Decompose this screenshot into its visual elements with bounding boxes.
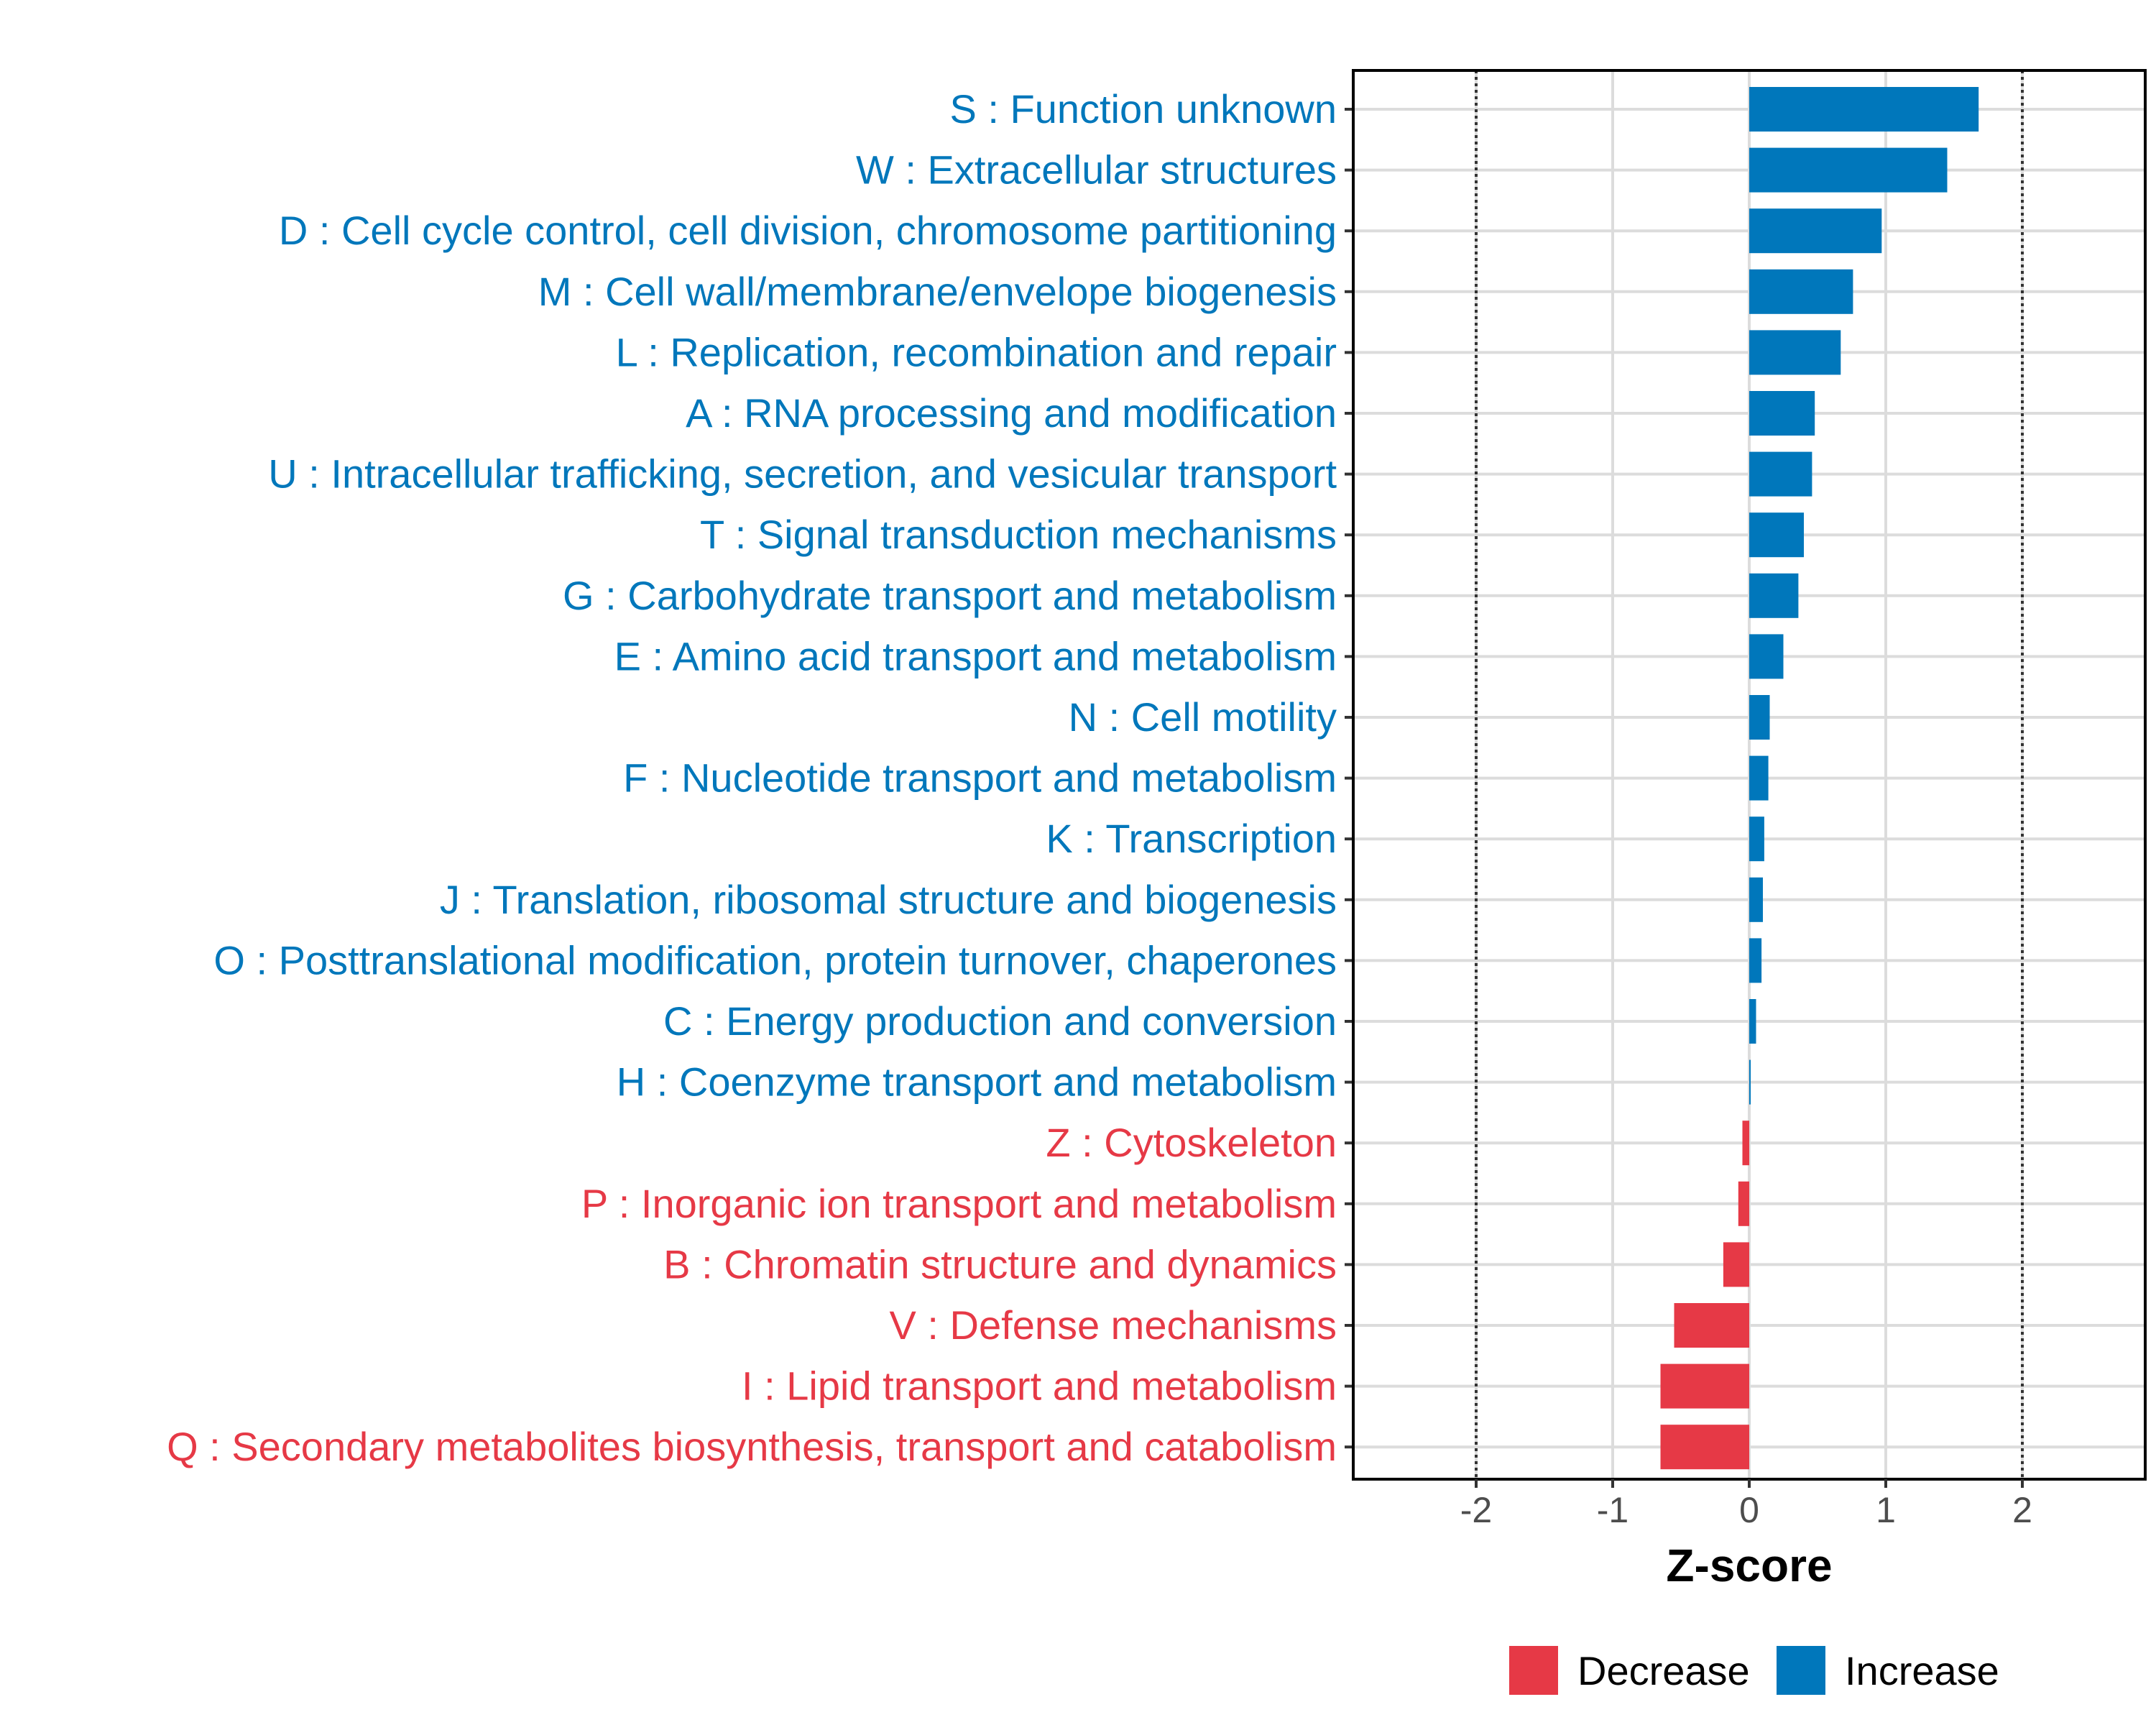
bar: [1749, 755, 1769, 801]
bar: [1738, 1181, 1749, 1226]
bar: [1749, 391, 1815, 436]
x-tick-label: 1: [1876, 1490, 1896, 1530]
bar: [1660, 1425, 1749, 1470]
bar: [1660, 1363, 1749, 1409]
category-label: U : Intracellular trafficking, secretion…: [268, 451, 1337, 497]
legend-label-increase: Increase: [1845, 1648, 1999, 1693]
bar: [1749, 330, 1841, 375]
category-label: J : Translation, ribosomal structure and…: [440, 877, 1337, 922]
category-label: G : Carbohydrate transport and metabolis…: [563, 573, 1337, 618]
bar: [1749, 695, 1770, 740]
bar: [1723, 1242, 1749, 1287]
bar: [1749, 269, 1853, 314]
category-label: O : Posttranslational modification, prot…: [213, 937, 1337, 983]
category-label: W : Extracellular structures: [856, 147, 1337, 193]
category-label: F : Nucleotide transport and metabolism: [623, 755, 1337, 801]
category-label: A : RNA processing and modification: [686, 390, 1337, 436]
bar: [1749, 999, 1756, 1044]
x-tick-label: 2: [2012, 1490, 2032, 1530]
x-tick-label: -1: [1597, 1490, 1628, 1530]
bar: [1742, 1121, 1749, 1166]
category-label: M : Cell wall/membrane/envelope biogenes…: [538, 269, 1337, 314]
bar: [1749, 87, 1979, 132]
category-label: I : Lipid transport and metabolism: [742, 1363, 1337, 1409]
category-label: H : Coenzyme transport and metabolism: [617, 1059, 1337, 1105]
legend: Decrease Increase: [1509, 1646, 1999, 1695]
bar: [1749, 1059, 1751, 1105]
legend-label-decrease: Decrease: [1577, 1648, 1750, 1693]
category-label: D : Cell cycle control, cell division, c…: [279, 208, 1337, 253]
bars-layer: [1660, 87, 1979, 1470]
category-label: S : Function unknown: [949, 86, 1337, 132]
bar: [1749, 573, 1799, 618]
category-label: P : Inorganic ion transport and metaboli…: [581, 1181, 1337, 1226]
bar: [1749, 634, 1784, 679]
x-tick-label: 0: [1739, 1490, 1759, 1530]
x-tick-label: -2: [1460, 1490, 1492, 1530]
category-label: L : Replication, recombination and repai…: [616, 329, 1337, 374]
bar: [1749, 512, 1804, 558]
bar: [1749, 816, 1764, 862]
bar: [1749, 208, 1882, 254]
bar: [1749, 147, 1948, 193]
category-label: K : Transcription: [1046, 816, 1337, 861]
bar: [1749, 877, 1763, 922]
category-label: N : Cell motility: [1069, 694, 1337, 740]
bar: [1674, 1303, 1749, 1348]
category-label: C : Energy production and conversion: [663, 998, 1337, 1044]
category-label: B : Chromatin structure and dynamics: [663, 1241, 1337, 1287]
bar: [1749, 938, 1762, 983]
category-labels: S : Function unknown W : Extracellular st…: [167, 86, 1353, 1469]
category-label: T : Signal transduction mechanisms: [700, 512, 1337, 557]
category-label: V : Defense mechanisms: [890, 1302, 1337, 1348]
category-label: Z : Cytoskeleton: [1046, 1120, 1337, 1165]
x-axis-title: Z-score: [1666, 1540, 1832, 1591]
x-axis: -2 -1 0 1 2: [1352, 69, 2147, 1530]
category-label: Q : Secondary metabolites biosynthesis, …: [167, 1424, 1337, 1469]
legend-swatch-decrease: [1509, 1646, 1558, 1695]
bar: [1749, 451, 1812, 497]
legend-swatch-increase: [1777, 1646, 1825, 1695]
category-label: E : Amino acid transport and metabolism: [614, 633, 1337, 678]
